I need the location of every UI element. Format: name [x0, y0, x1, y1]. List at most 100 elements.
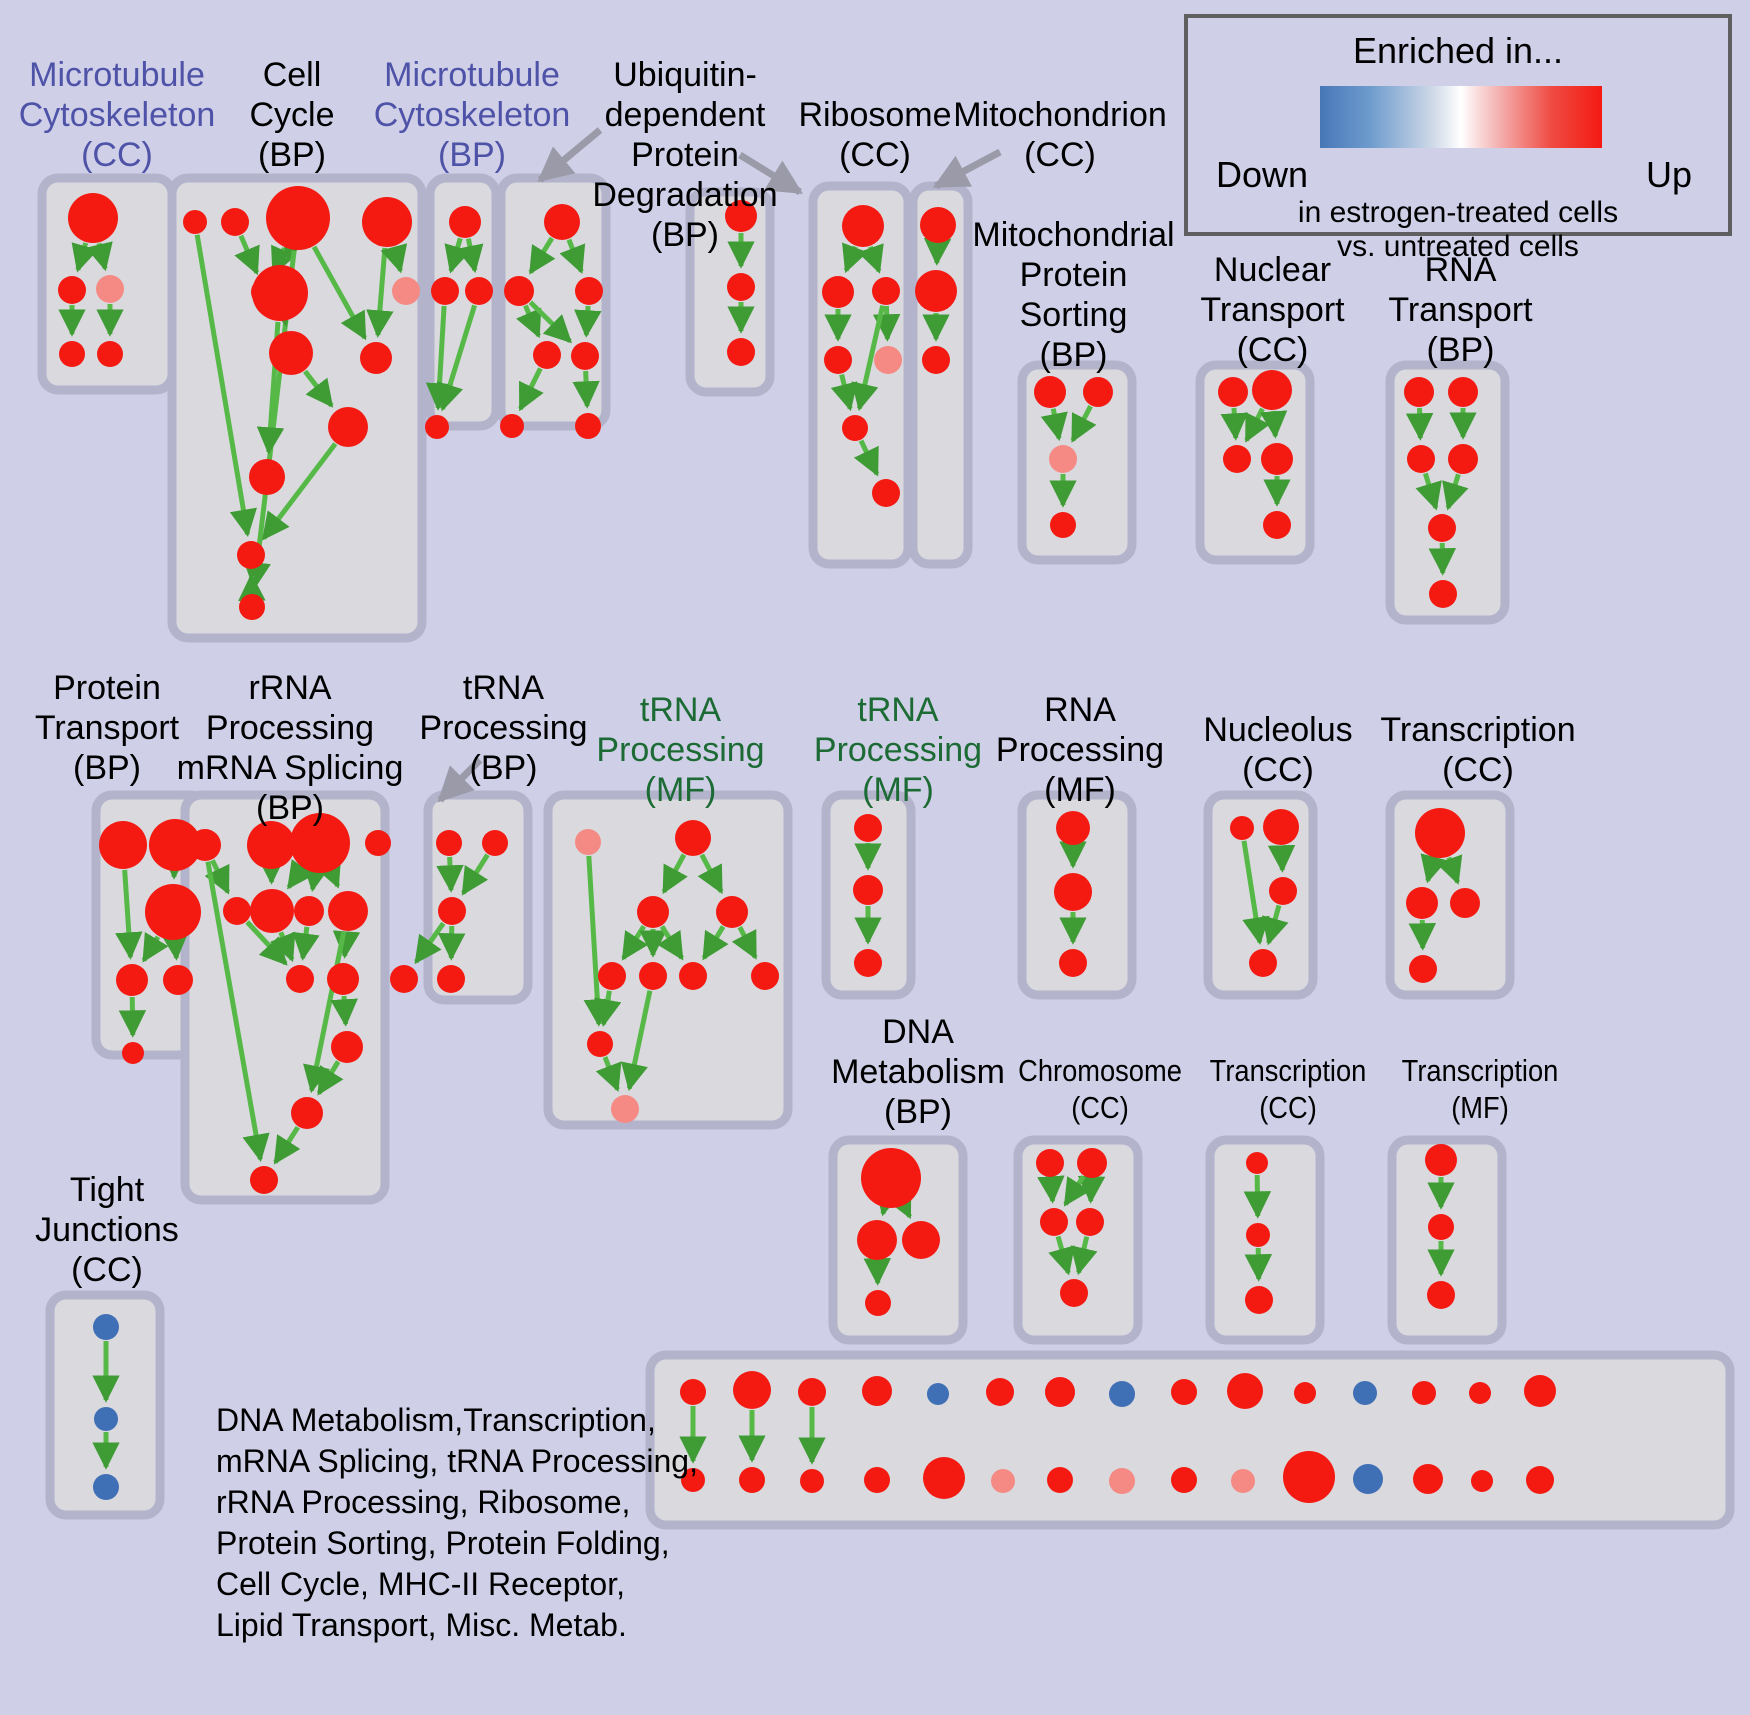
- go-term-node[interactable]: [1049, 445, 1077, 473]
- go-term-node[interactable]: [1060, 1279, 1088, 1307]
- go-term-node[interactable]: [1223, 445, 1251, 473]
- go-term-node[interactable]: [575, 277, 603, 305]
- go-term-node[interactable]: [920, 207, 956, 243]
- go-term-node[interactable]: [544, 204, 580, 240]
- go-term-node[interactable]: [183, 210, 207, 234]
- go-term-node[interactable]: [679, 962, 707, 990]
- go-term-node[interactable]: [328, 407, 368, 447]
- go-term-node[interactable]: [286, 965, 314, 993]
- go-term-node[interactable]: [1353, 1464, 1383, 1494]
- go-term-node[interactable]: [1409, 955, 1437, 983]
- go-term-node[interactable]: [1054, 873, 1092, 911]
- go-term-node[interactable]: [328, 891, 368, 931]
- go-term-node[interactable]: [1469, 1382, 1491, 1404]
- go-term-node[interactable]: [250, 889, 294, 933]
- go-term-node[interactable]: [189, 829, 221, 861]
- go-term-node[interactable]: [1171, 1379, 1197, 1405]
- go-term-node[interactable]: [504, 276, 534, 306]
- go-term-node[interactable]: [854, 949, 882, 977]
- go-term-node[interactable]: [1269, 877, 1297, 905]
- go-term-node[interactable]: [798, 1378, 826, 1406]
- go-term-node[interactable]: [637, 896, 669, 928]
- go-term-node[interactable]: [93, 1474, 119, 1500]
- go-term-node[interactable]: [1246, 1223, 1270, 1247]
- go-term-node[interactable]: [93, 1314, 119, 1340]
- go-term-node[interactable]: [902, 1221, 940, 1259]
- go-term-node[interactable]: [680, 1379, 706, 1405]
- go-term-node[interactable]: [639, 962, 667, 990]
- go-term-node[interactable]: [1406, 887, 1438, 919]
- go-term-node[interactable]: [716, 896, 748, 928]
- go-term-node[interactable]: [1263, 809, 1299, 845]
- go-term-node[interactable]: [1283, 1451, 1335, 1503]
- go-term-node[interactable]: [269, 331, 313, 375]
- go-term-node[interactable]: [390, 965, 418, 993]
- go-term-node[interactable]: [1246, 1152, 1268, 1174]
- go-term-node[interactable]: [611, 1095, 639, 1123]
- go-term-node[interactable]: [437, 965, 465, 993]
- go-term-node[interactable]: [800, 1469, 824, 1493]
- go-term-node[interactable]: [1353, 1381, 1377, 1405]
- go-term-node[interactable]: [431, 277, 459, 305]
- go-term-node[interactable]: [571, 342, 599, 370]
- go-term-node[interactable]: [294, 896, 324, 926]
- go-term-node[interactable]: [1047, 1467, 1073, 1493]
- go-term-node[interactable]: [500, 414, 524, 438]
- go-term-node[interactable]: [482, 830, 508, 856]
- go-term-node[interactable]: [1450, 888, 1480, 918]
- go-term-node[interactable]: [727, 338, 755, 366]
- go-term-node[interactable]: [237, 541, 265, 569]
- go-term-node[interactable]: [436, 830, 462, 856]
- go-term-node[interactable]: [221, 208, 249, 236]
- go-term-node[interactable]: [59, 341, 85, 367]
- go-term-node[interactable]: [824, 346, 852, 374]
- go-term-node[interactable]: [291, 1097, 323, 1129]
- go-term-node[interactable]: [1056, 811, 1090, 845]
- go-term-node[interactable]: [1230, 816, 1254, 840]
- go-term-node[interactable]: [1471, 1470, 1493, 1492]
- go-term-node[interactable]: [575, 829, 601, 855]
- go-term-node[interactable]: [874, 346, 902, 374]
- go-term-node[interactable]: [1427, 1281, 1455, 1309]
- go-term-node[interactable]: [842, 415, 868, 441]
- go-term-node[interactable]: [1036, 1149, 1064, 1177]
- go-term-node[interactable]: [1404, 377, 1434, 407]
- go-term-node[interactable]: [223, 897, 251, 925]
- go-term-node[interactable]: [1526, 1466, 1554, 1494]
- go-term-node[interactable]: [1407, 445, 1435, 473]
- go-term-node[interactable]: [392, 277, 420, 305]
- go-term-node[interactable]: [598, 962, 626, 990]
- go-term-node[interactable]: [1448, 444, 1478, 474]
- go-term-node[interactable]: [1034, 376, 1066, 408]
- go-term-node[interactable]: [1109, 1381, 1135, 1407]
- go-term-node[interactable]: [1524, 1375, 1556, 1407]
- go-term-node[interactable]: [1263, 511, 1291, 539]
- go-term-node[interactable]: [1428, 1214, 1454, 1240]
- go-term-node[interactable]: [842, 205, 884, 247]
- go-term-node[interactable]: [247, 821, 295, 869]
- go-term-node[interactable]: [575, 413, 601, 439]
- go-term-node[interactable]: [365, 830, 391, 856]
- go-term-node[interactable]: [862, 1376, 892, 1406]
- go-term-node[interactable]: [533, 341, 561, 369]
- go-term-node[interactable]: [872, 277, 900, 305]
- go-term-node[interactable]: [266, 186, 330, 250]
- go-term-node[interactable]: [675, 820, 711, 856]
- go-term-node[interactable]: [986, 1378, 1014, 1406]
- go-term-node[interactable]: [1077, 1148, 1107, 1178]
- go-term-node[interactable]: [449, 206, 481, 238]
- go-term-node[interactable]: [1050, 512, 1076, 538]
- go-term-node[interactable]: [1294, 1382, 1316, 1404]
- go-term-node[interactable]: [922, 346, 950, 374]
- go-term-node[interactable]: [1059, 949, 1087, 977]
- go-term-node[interactable]: [872, 479, 900, 507]
- go-term-node[interactable]: [249, 459, 285, 495]
- go-term-node[interactable]: [1083, 377, 1113, 407]
- go-term-node[interactable]: [1231, 1469, 1255, 1493]
- go-term-node[interactable]: [116, 964, 148, 996]
- go-term-node[interactable]: [1227, 1373, 1263, 1409]
- go-term-node[interactable]: [465, 277, 493, 305]
- go-term-node[interactable]: [1429, 580, 1457, 608]
- go-term-node[interactable]: [1109, 1468, 1135, 1494]
- go-term-node[interactable]: [68, 193, 118, 243]
